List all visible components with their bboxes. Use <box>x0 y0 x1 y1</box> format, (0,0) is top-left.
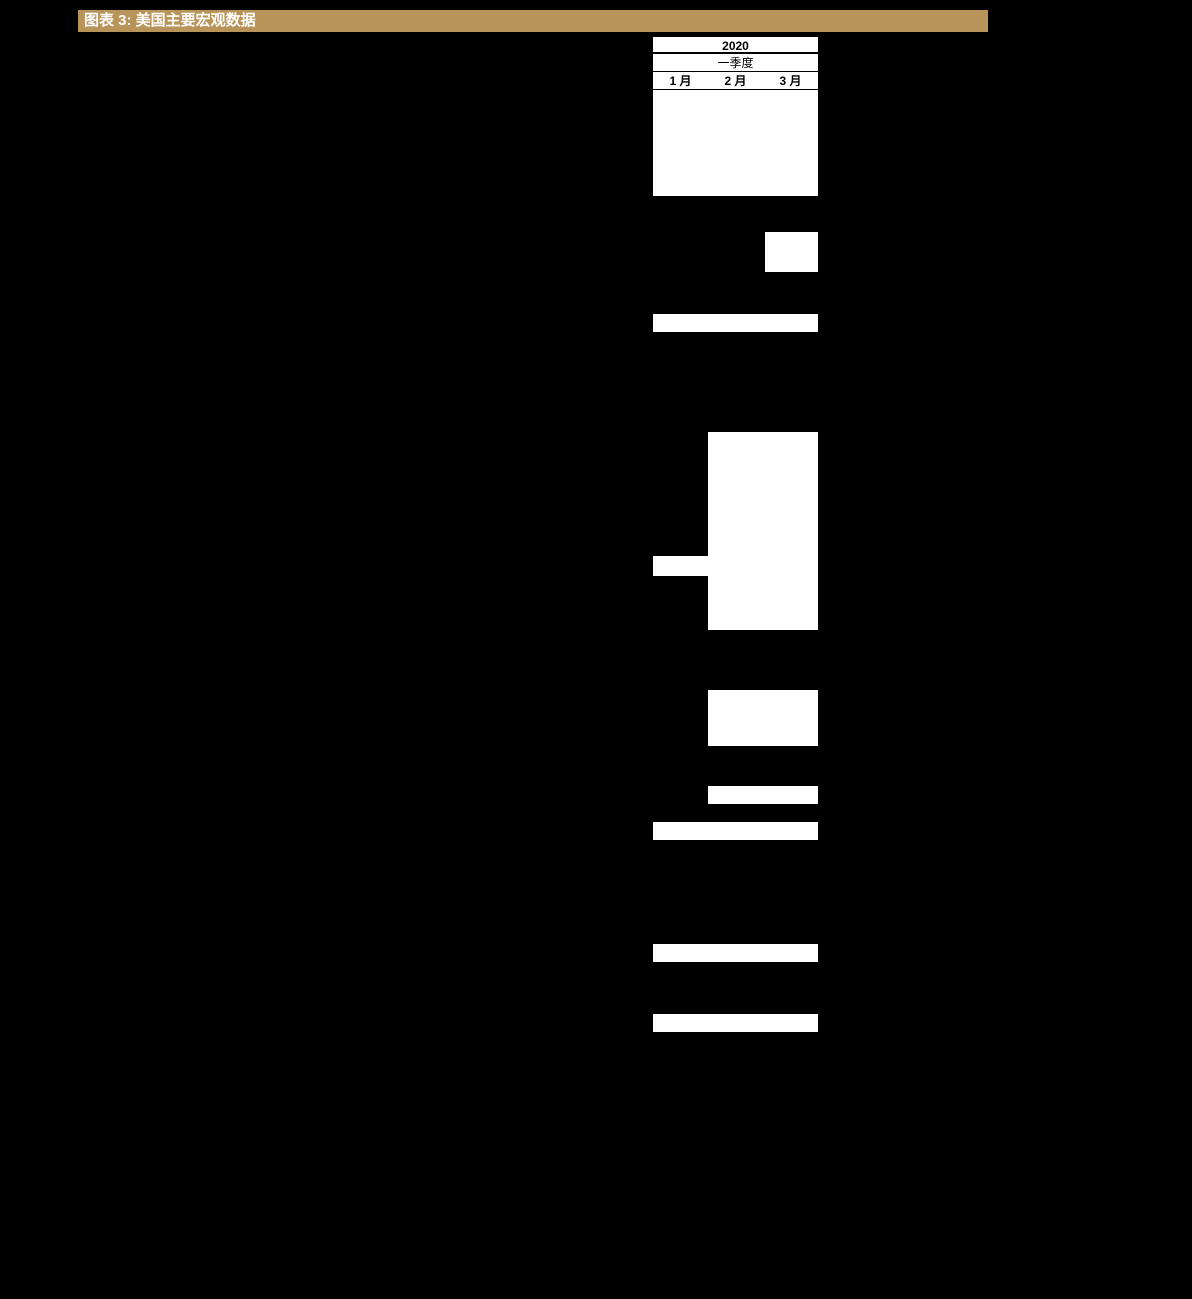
table-cell-region <box>653 944 818 962</box>
table-cell-region <box>653 1014 818 1032</box>
header-months: 1 月 2 月 3 月 <box>653 72 818 90</box>
table-cell-region <box>653 556 708 576</box>
table-cell-region <box>708 432 818 630</box>
header-month-3: 3 月 <box>763 72 818 89</box>
header-month-1: 1 月 <box>653 72 708 89</box>
header-year: 2020 <box>653 36 818 54</box>
chart-title-bar: 图表 3: 美国主要宏观数据 <box>78 10 988 32</box>
table-cell-region <box>653 90 818 196</box>
table-cell-region <box>708 690 818 746</box>
table-cell-region <box>653 822 818 840</box>
table-cell-region <box>708 786 818 804</box>
table-cell-region <box>765 232 818 272</box>
header-quarter: 一季度 <box>653 54 818 72</box>
table-cell-region <box>653 314 818 332</box>
header-month-2: 2 月 <box>708 72 763 89</box>
